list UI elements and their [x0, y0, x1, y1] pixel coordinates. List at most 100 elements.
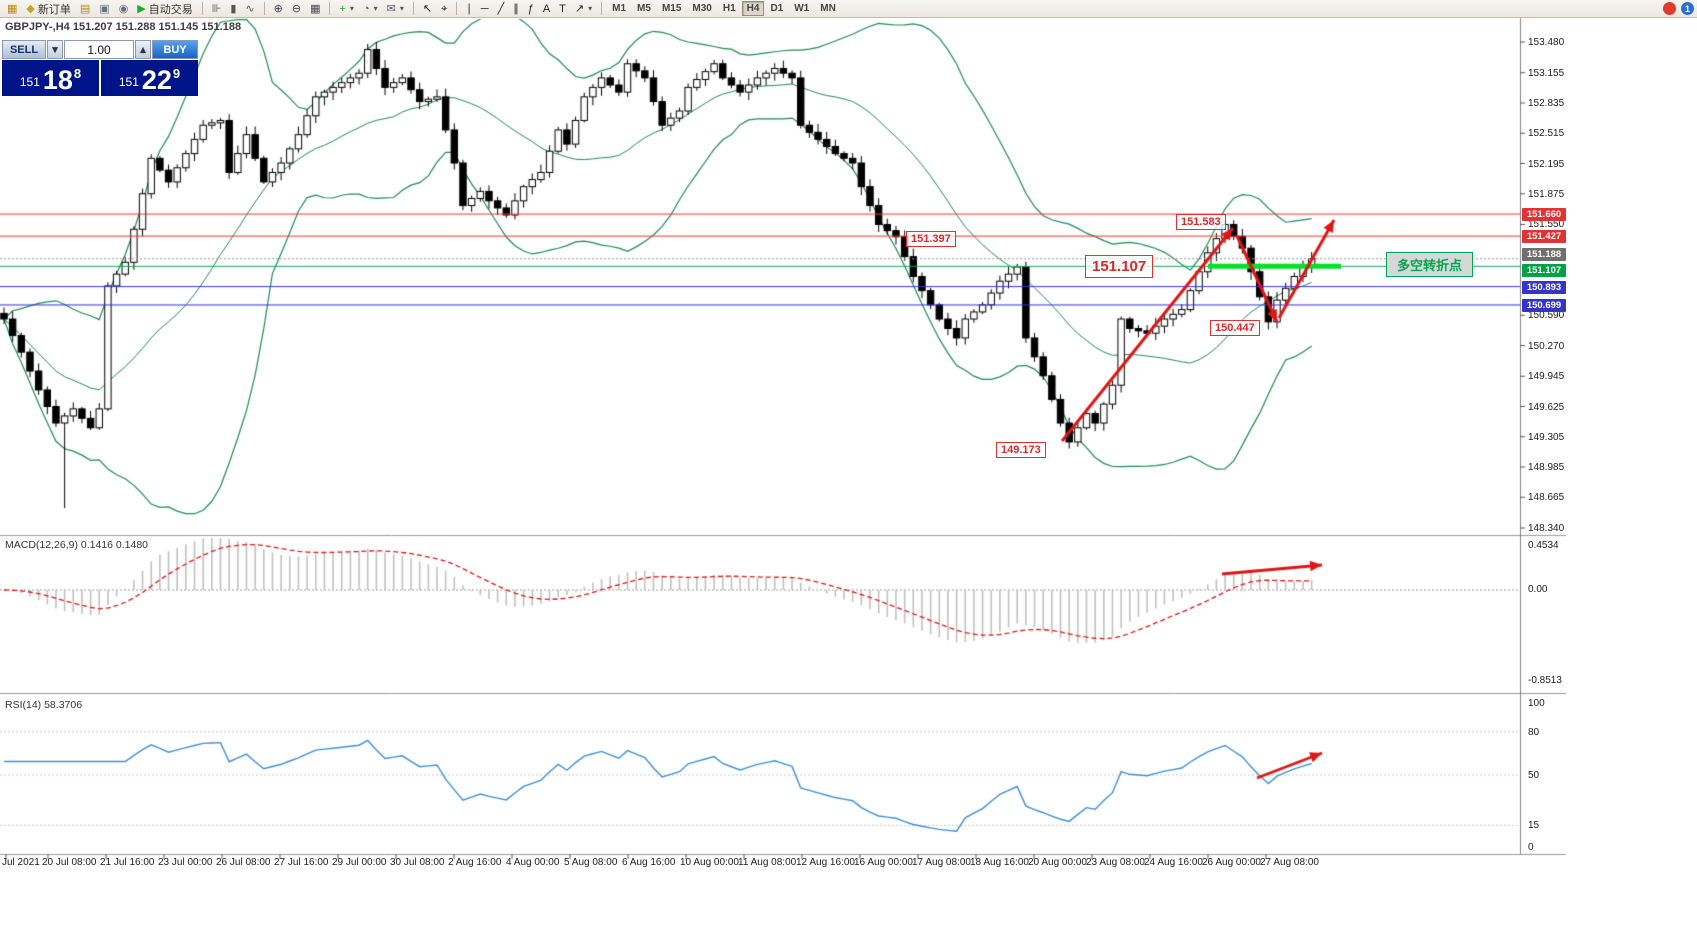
- candlestick-chart-button[interactable]: ▮: [226, 1, 240, 17]
- volume-step-up[interactable]: ▴: [135, 40, 151, 59]
- price-annotation[interactable]: 151.107: [1085, 255, 1154, 278]
- main-toolbar: ▦ ◆ 新订单 ▤ ▣ ◉ ▶ 自动交易 ⊪ ▮ ∿ ⊕ ⊖ ▦ + ▾ ◔ ▾ ✉ ▾ ↖ ⌖ ∣ ─ ╱ ∥ ƒ A T ↗ ▾ M1 M5…: [0, 0, 1697, 18]
- price-annotation[interactable]: 150.447: [1210, 320, 1260, 336]
- bar-chart-button[interactable]: ⊪: [208, 1, 226, 17]
- price-axis-label: 151.875: [1528, 188, 1565, 200]
- tile-windows-button[interactable]: ▦: [306, 1, 324, 17]
- chevron-down-icon: ▾: [588, 4, 593, 13]
- print-button[interactable]: ▣: [95, 1, 113, 17]
- time-axis-label: 27 Jul 16:00: [274, 857, 329, 868]
- turning-point-label[interactable]: 多空转折点: [1386, 252, 1474, 277]
- play-icon: ▶: [137, 2, 146, 15]
- channel-tool-button[interactable]: ∥: [509, 1, 523, 17]
- horizontal-line-icon: ─: [480, 2, 489, 15]
- timeframe-h1-button[interactable]: H1: [718, 1, 741, 16]
- cursor-tool-button[interactable]: ↖: [419, 1, 436, 17]
- crosshair-tool-button[interactable]: ⌖: [437, 1, 451, 17]
- sell-price-figure: 151: [19, 75, 40, 89]
- cursor-icon: ↖: [422, 2, 433, 15]
- timeframe-w1-button[interactable]: W1: [789, 1, 814, 16]
- timeframe-h4-button[interactable]: H4: [741, 1, 765, 16]
- zoom-out-button[interactable]: ⊖: [288, 1, 305, 17]
- period-button[interactable]: ◔ ▾: [359, 1, 382, 17]
- autotrade-button[interactable]: ▶ 自动交易: [133, 1, 196, 17]
- fibonacci-icon: ƒ: [527, 2, 534, 15]
- buy-price[interactable]: 151 22 9: [101, 60, 198, 96]
- vertical-line-tool-button[interactable]: ∣: [462, 1, 476, 17]
- add-indicator-button[interactable]: + ▾: [335, 1, 357, 17]
- sell-dropdown[interactable]: ▾: [47, 40, 63, 59]
- price-axis-label: 150.590: [1528, 310, 1565, 322]
- new-order-button[interactable]: ◆ 新订单: [22, 1, 74, 17]
- label-tool-button[interactable]: T: [555, 1, 570, 17]
- price-tag: 151.427: [1522, 230, 1566, 244]
- timeframe-m5-button[interactable]: M5: [632, 1, 656, 16]
- toolbar-separator: [601, 2, 603, 15]
- chevron-up-icon: ▴: [140, 44, 146, 56]
- arrows-tool-button[interactable]: ↗ ▾: [571, 1, 596, 17]
- chevron-down-icon: ▾: [349, 4, 354, 13]
- fibonacci-tool-button[interactable]: ƒ: [524, 1, 538, 17]
- timeframe-m15-button[interactable]: M15: [657, 1, 686, 16]
- chart-window-button[interactable]: ▦: [3, 1, 21, 17]
- timeframe-d1-button[interactable]: D1: [765, 1, 788, 16]
- buy-price-point: 9: [172, 66, 181, 81]
- plus-icon: +: [339, 2, 346, 15]
- info-button[interactable]: ◉: [115, 1, 133, 17]
- vertical-line-icon: ∣: [466, 2, 472, 15]
- buy-button[interactable]: BUY: [152, 40, 198, 59]
- price-axis: 153.480 153.155 152.835 152.515 152.195 151.8…: [1521, 0, 1571, 940]
- printer-icon: ▣: [99, 2, 110, 15]
- template-button[interactable]: ✉ ▾: [383, 1, 408, 17]
- toolbar-separator: [456, 2, 458, 15]
- price-tag: 151.107: [1522, 264, 1566, 278]
- price-annotation[interactable]: 151.583: [1176, 214, 1226, 230]
- connection-alert-icon[interactable]: [1663, 2, 1676, 15]
- time-axis-label: 29 Jul 00:00: [332, 857, 387, 868]
- line-chart-button[interactable]: ∿: [241, 1, 258, 17]
- timeframe-mn-button[interactable]: MN: [815, 1, 841, 16]
- macd-axis-label: 0.4534: [1528, 540, 1559, 551]
- price-axis-label: 153.480: [1528, 37, 1565, 48]
- template-icon: ✉: [386, 2, 396, 15]
- rsi-header: RSI(14) 58.3706: [5, 699, 83, 711]
- time-axis-label: 4 Aug 00:00: [506, 857, 560, 868]
- time-axis-label: 30 Jul 08:00: [390, 857, 445, 868]
- sell-price[interactable]: 151 18 8: [2, 60, 99, 96]
- zoom-out-icon: ⊖: [291, 2, 302, 15]
- time-axis-label: 20 Jul 08:00: [42, 857, 97, 868]
- time-axis: Jul 2021 20 Jul 08:00 21 Jul 16:00 23 Jul 0…: [0, 857, 1697, 873]
- price-axis-label: 153.155: [1528, 67, 1565, 79]
- text-tool-button[interactable]: A: [539, 1, 554, 17]
- zoom-in-button[interactable]: ⊕: [270, 1, 287, 17]
- toolbar-separator: [201, 2, 203, 15]
- notification-badge[interactable]: 1: [1681, 2, 1694, 15]
- label-icon: T: [559, 2, 566, 15]
- buy-price-figure: 151: [118, 75, 139, 89]
- volume-input[interactable]: 1.00: [64, 40, 134, 59]
- chart-window-icon: ▦: [7, 2, 18, 15]
- trendline-tool-button[interactable]: ╱: [494, 1, 509, 17]
- time-axis-label: 27 Aug 08:00: [1260, 857, 1319, 868]
- price-annotation[interactable]: 151.397: [906, 231, 956, 247]
- new-order-icon: ◆: [26, 2, 35, 15]
- time-axis-label: 5 Aug 08:00: [564, 857, 618, 868]
- timeframe-m1-button[interactable]: M1: [607, 1, 631, 16]
- sell-button[interactable]: SELL: [2, 40, 46, 59]
- horizontal-line-tool-button[interactable]: ─: [477, 1, 493, 17]
- tile-windows-icon: ▦: [310, 2, 321, 15]
- time-axis-label: 16 Aug 00:00: [854, 857, 913, 868]
- price-axis-label: 150.270: [1528, 340, 1565, 352]
- time-axis-label: 6 Aug 16:00: [622, 857, 676, 868]
- price-tag: 150.893: [1522, 280, 1566, 294]
- toolbar-separator: [412, 2, 414, 15]
- symbol-ohlc-header: GBPJPY-,H4 151.207 151.288 151.145 151.1…: [5, 21, 242, 33]
- timeframe-m30-button[interactable]: M30: [687, 1, 716, 16]
- price-annotation[interactable]: 149.173: [996, 442, 1046, 458]
- chevron-down-icon: ▾: [399, 4, 404, 13]
- price-tag: 150.699: [1522, 298, 1566, 312]
- toolbar-separator: [329, 2, 331, 15]
- time-axis-label: 26 Jul 08:00: [216, 857, 271, 868]
- market-history-button[interactable]: ▤: [76, 1, 94, 17]
